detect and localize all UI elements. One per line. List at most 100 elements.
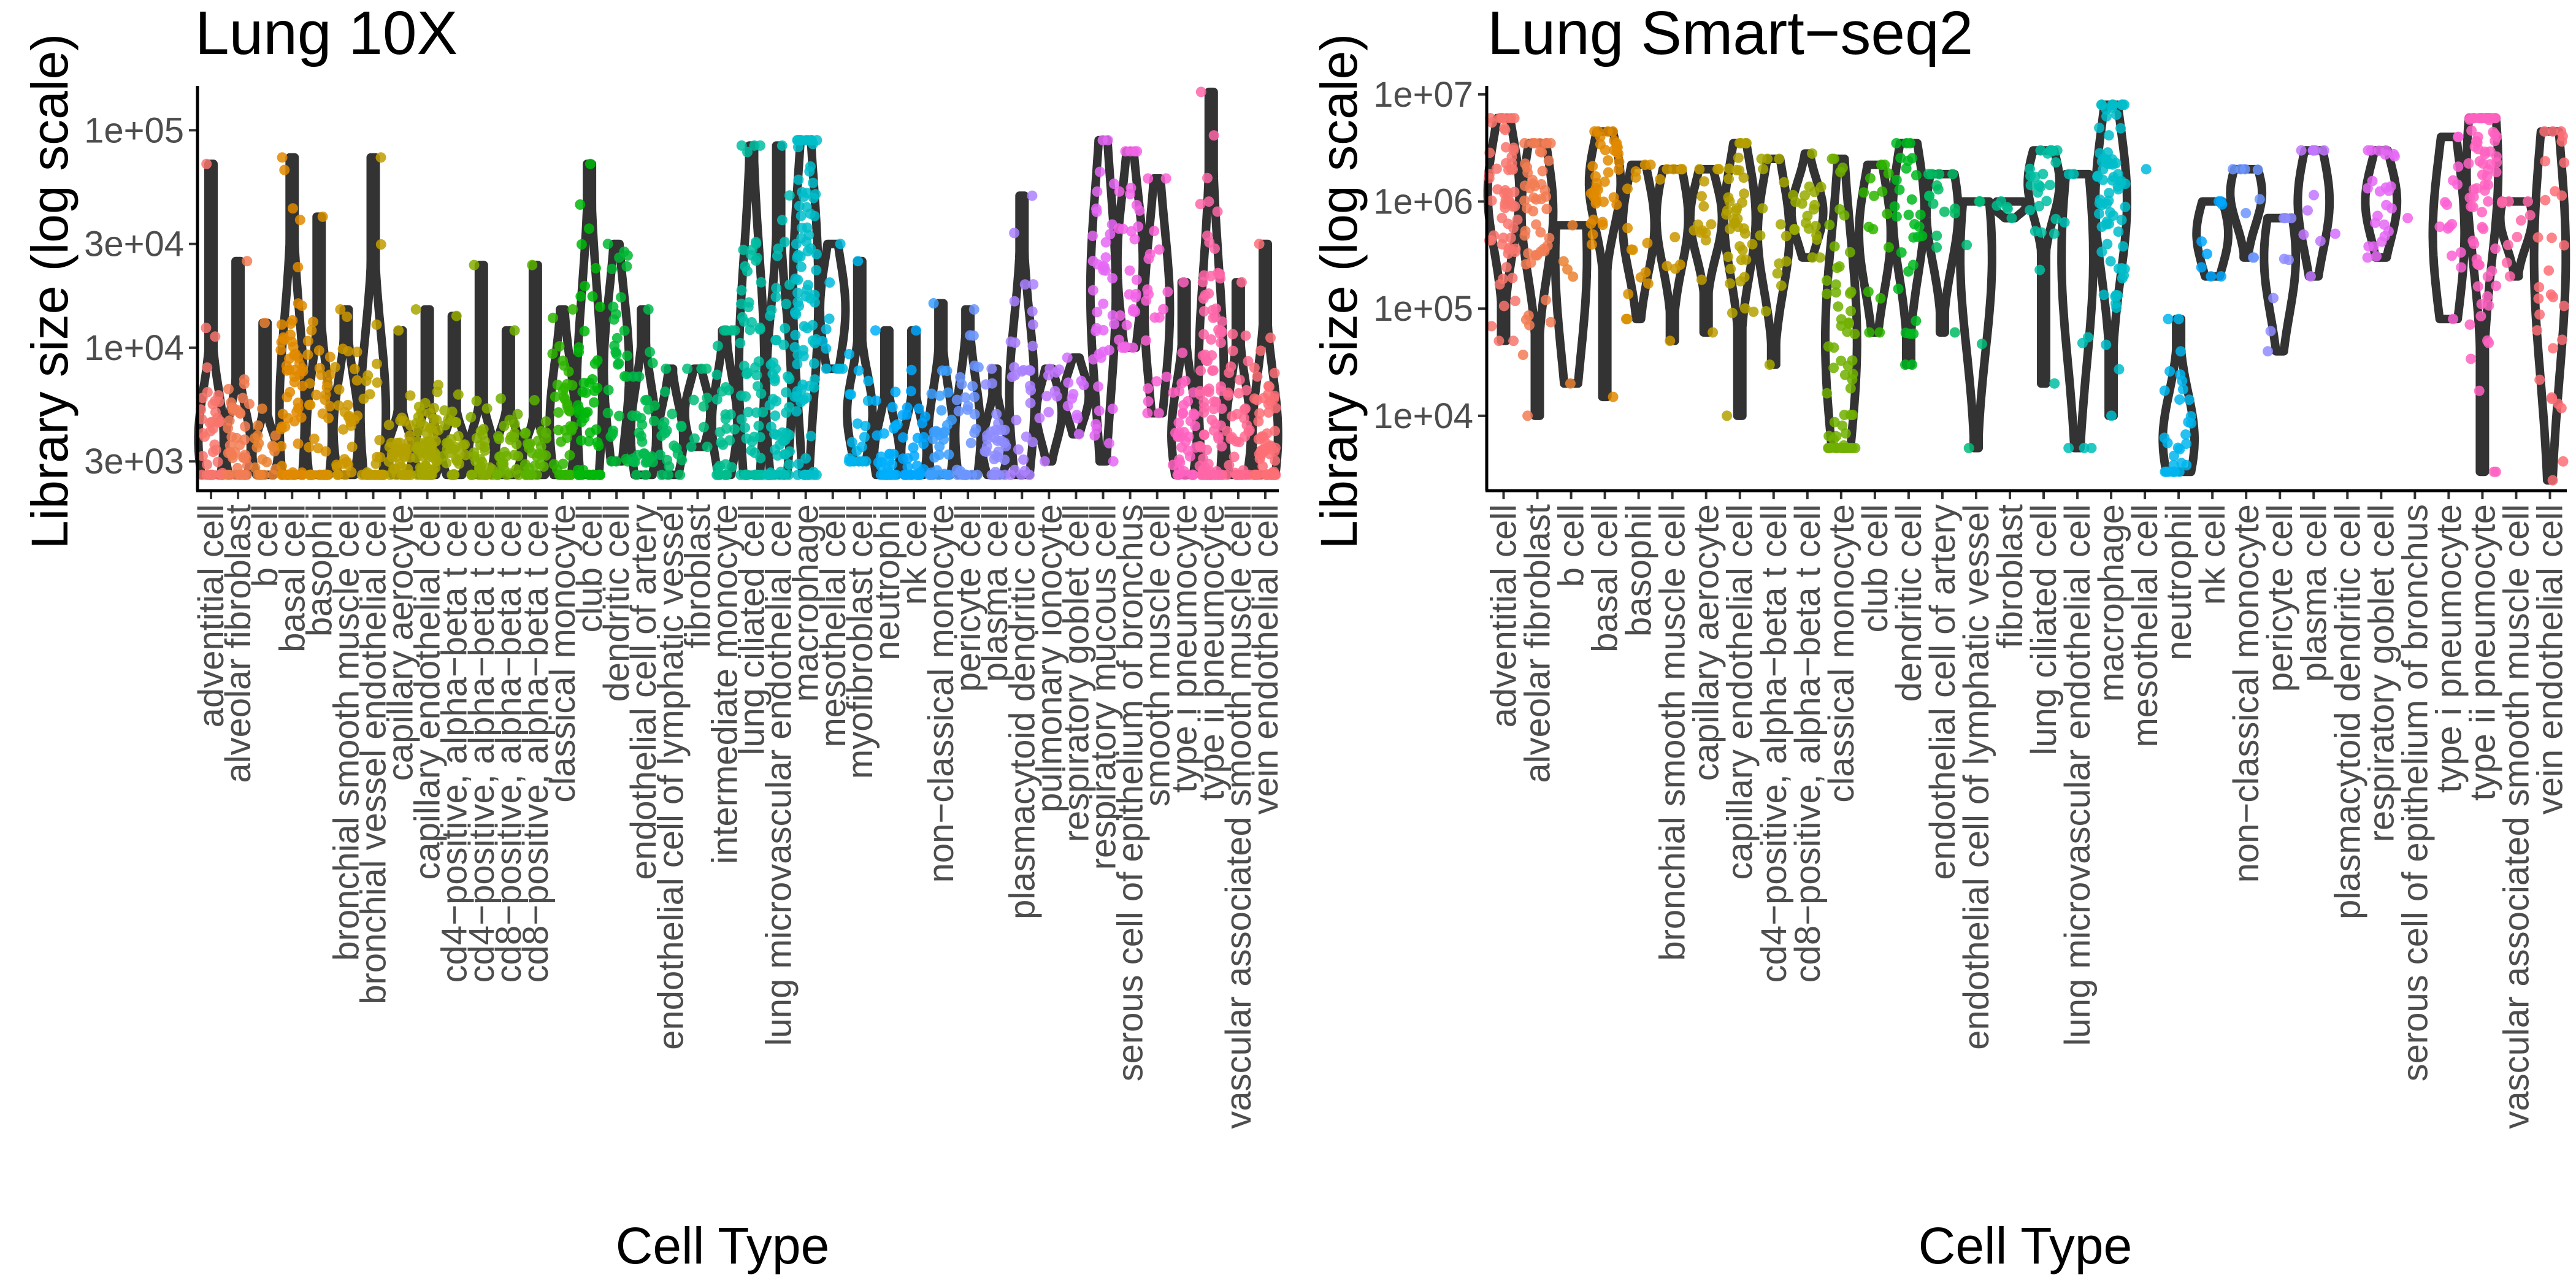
x-tick-label: nk cell xyxy=(2193,504,2233,605)
data-point xyxy=(1162,286,1173,297)
data-point xyxy=(197,451,208,462)
data-point xyxy=(726,462,737,473)
data-point xyxy=(1091,326,1102,337)
data-point xyxy=(1947,169,1958,180)
data-point xyxy=(199,431,210,442)
data-point xyxy=(1781,231,1792,242)
data-point xyxy=(645,347,655,358)
data-point xyxy=(532,435,543,447)
data-point xyxy=(276,469,287,480)
data-point xyxy=(1833,301,1844,312)
data-point xyxy=(1486,321,1497,332)
data-point xyxy=(1143,253,1154,264)
data-point xyxy=(2025,171,2036,182)
data-point xyxy=(742,369,752,380)
data-point xyxy=(1506,113,1517,124)
data-point xyxy=(1016,366,1027,377)
data-point xyxy=(1622,183,1633,194)
data-point xyxy=(647,358,658,369)
data-point xyxy=(1098,264,1109,275)
data-point xyxy=(1501,262,1512,273)
data-point xyxy=(372,377,383,388)
data-point xyxy=(2453,131,2464,142)
data-point xyxy=(989,432,1000,443)
data-point xyxy=(505,468,515,479)
data-point xyxy=(224,469,236,480)
data-point xyxy=(1727,307,1738,318)
data-point xyxy=(593,440,604,451)
data-point xyxy=(821,324,832,335)
data-point xyxy=(575,291,586,302)
data-point xyxy=(2117,273,2128,284)
data-point xyxy=(315,469,326,480)
violin-type-ii-pneumocyte xyxy=(2462,113,2503,477)
data-point xyxy=(311,389,322,401)
data-point xyxy=(1063,377,1074,388)
data-point xyxy=(1931,242,1942,253)
data-point xyxy=(1018,454,1029,465)
data-point xyxy=(432,386,443,397)
data-point xyxy=(261,456,272,467)
data-point xyxy=(523,439,534,450)
data-point xyxy=(302,335,313,347)
data-point xyxy=(1087,231,1098,242)
data-point xyxy=(1510,296,1520,307)
data-point xyxy=(951,394,962,405)
data-point xyxy=(824,277,835,288)
data-point xyxy=(1221,469,1232,480)
data-point xyxy=(460,450,471,461)
data-point xyxy=(2548,343,2559,354)
data-point xyxy=(2483,196,2494,207)
data-point xyxy=(202,459,213,470)
data-point xyxy=(1698,201,1709,212)
x-tick-label: intermediate monocyte xyxy=(705,504,745,864)
data-point xyxy=(2096,156,2107,167)
data-point xyxy=(1961,240,1972,250)
data-point xyxy=(1865,173,1876,184)
data-point xyxy=(1558,256,1569,267)
data-point xyxy=(1847,369,1858,380)
data-point xyxy=(821,343,832,354)
data-point xyxy=(358,393,369,404)
data-point xyxy=(2490,129,2500,140)
y-axis-title: Library size (log scale) xyxy=(1310,34,1368,549)
data-point xyxy=(926,388,937,399)
data-point xyxy=(479,442,490,453)
data-point xyxy=(619,325,630,336)
data-point xyxy=(754,322,765,333)
data-point xyxy=(1829,416,1840,427)
data-point xyxy=(771,396,782,407)
data-point xyxy=(837,363,848,374)
data-point xyxy=(395,415,406,426)
data-point xyxy=(1216,325,1227,336)
data-point xyxy=(1087,285,1098,296)
data-point xyxy=(1608,192,1619,203)
data-point xyxy=(750,255,761,266)
data-point xyxy=(1019,466,1030,477)
data-point xyxy=(792,391,803,402)
data-point xyxy=(1911,170,1922,181)
x-tick-label: smooth muscle cell xyxy=(1138,504,1178,807)
data-point xyxy=(768,357,779,368)
data-point xyxy=(2036,227,2047,238)
data-point xyxy=(824,313,835,324)
data-point xyxy=(587,291,598,302)
data-point xyxy=(800,453,811,464)
data-point xyxy=(619,247,630,257)
data-point xyxy=(809,338,820,349)
data-point xyxy=(1676,164,1687,175)
data-point xyxy=(1733,221,1744,232)
data-point xyxy=(2241,208,2252,218)
data-point xyxy=(611,348,622,359)
data-point xyxy=(1131,199,1142,210)
data-point xyxy=(1208,130,1219,141)
y-tick-label: 1e+07 xyxy=(1373,75,1473,115)
data-point xyxy=(965,437,976,448)
data-point xyxy=(2059,217,2070,228)
data-point xyxy=(1774,258,1785,269)
data-point xyxy=(594,301,605,312)
data-point xyxy=(1265,396,1276,407)
data-point xyxy=(749,447,761,458)
data-point xyxy=(277,152,288,163)
